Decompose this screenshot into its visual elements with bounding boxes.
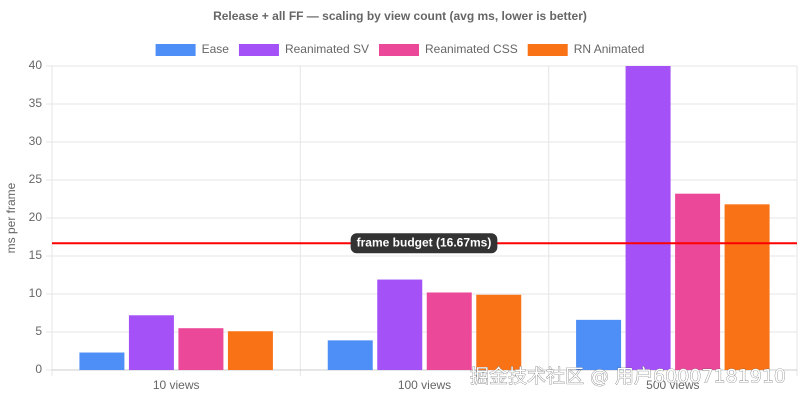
bar [625, 66, 671, 370]
legend-swatch [378, 44, 419, 56]
annotation-label-bg [350, 233, 498, 254]
y-tick-label: 15 [29, 248, 43, 262]
x-tick-label: 10 views [153, 378, 200, 392]
bar [79, 352, 125, 370]
legend-swatch [527, 44, 568, 56]
y-tick-label: 35 [29, 96, 43, 110]
bar [724, 204, 770, 370]
y-tick-label: 30 [29, 134, 43, 148]
legend-swatch [238, 44, 279, 56]
legend-swatch [155, 44, 196, 56]
legend-label: Reanimated CSS [425, 42, 518, 56]
legend-label: Reanimated SV [285, 42, 369, 56]
watermark: 掘金技术社区 @ 用户60007181910 [470, 366, 786, 388]
bar [426, 292, 472, 370]
y-tick-label: 40 [29, 58, 43, 72]
bar [128, 315, 174, 370]
x-tick-label: 500 views [646, 378, 699, 392]
bar [476, 294, 522, 370]
annotation-label: frame budget (16.67ms) [357, 235, 492, 249]
y-tick-label: 0 [35, 362, 42, 376]
chart-title: Release + all FF — scaling by view count… [213, 9, 587, 23]
bar [576, 319, 622, 370]
y-tick-label: 5 [35, 324, 42, 338]
bar [227, 331, 273, 370]
y-tick-label: 20 [29, 210, 43, 224]
y-tick-label: 10 [29, 286, 43, 300]
legend-label: Ease [202, 42, 230, 56]
y-axis-label: ms per frame [4, 182, 18, 253]
bar [377, 279, 423, 370]
x-tick-label: 100 views [398, 378, 451, 392]
bar [178, 328, 224, 370]
y-tick-label: 25 [29, 172, 43, 186]
bar [675, 193, 721, 370]
legend-label: RN Animated [574, 42, 645, 56]
bar [327, 340, 373, 370]
legend: Ease Reanimated SV Reanimated CSS RN Animat… [155, 42, 645, 56]
